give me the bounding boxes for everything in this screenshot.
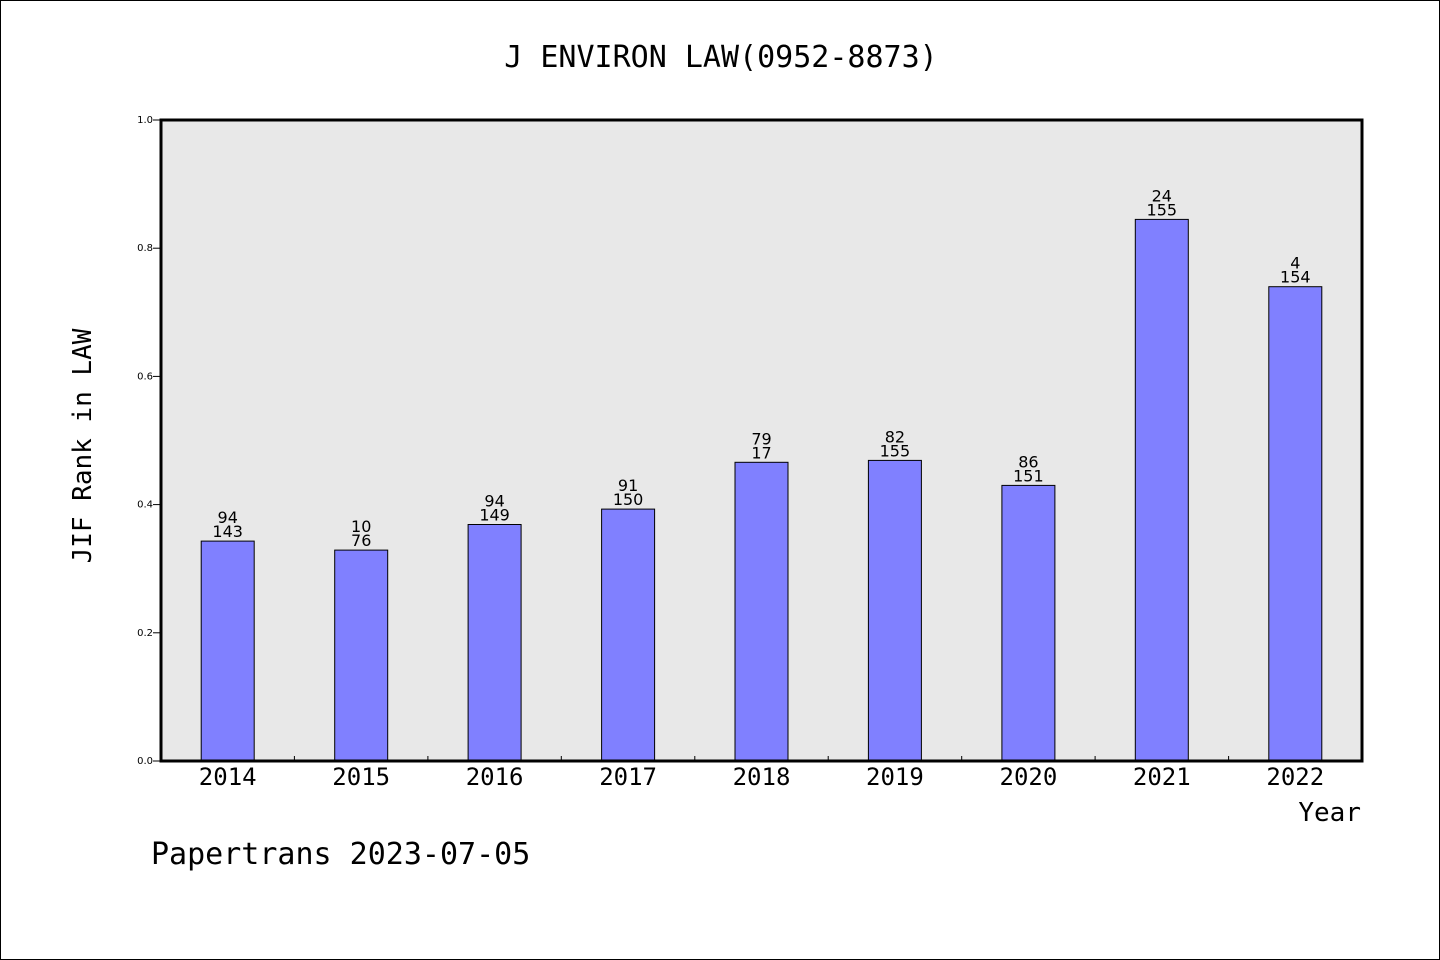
bar-2021	[1134, 218, 1189, 762]
bar-total-label-2022: 154	[1280, 268, 1311, 287]
bar-2018	[734, 461, 789, 762]
bar-2019	[867, 459, 922, 762]
bar-total-label-2016: 149	[479, 506, 510, 525]
bar-rank-label-2019: 82	[885, 427, 905, 446]
bar-2020	[1001, 484, 1056, 762]
bar-total-label-2014: 143	[212, 522, 243, 541]
x-tick-label-2022: 2022	[1266, 763, 1324, 791]
x-tick-label-2016: 2016	[466, 763, 524, 791]
bar-2015	[334, 549, 389, 762]
bar-rank-label-2014: 94	[218, 508, 238, 527]
y-tick-label: 0.0	[137, 756, 153, 767]
chart-title: J ENVIRON LAW(0952-8873)	[504, 40, 937, 75]
x-axis: 2014 2015 2016 2017 2018 2019 2020 2021 2022	[199, 756, 1324, 791]
bar-rank-label-2017: 91	[618, 476, 638, 495]
y-tick-label: 0.2	[137, 628, 153, 639]
bar-total-label-2015: 76	[351, 531, 371, 550]
bar-2016	[467, 524, 522, 762]
x-tick-label-2021: 2021	[1133, 763, 1191, 791]
bar-total-label-2019: 155	[880, 441, 911, 460]
x-tick-label-2020: 2020	[1000, 763, 1058, 791]
x-tick-label-2017: 2017	[599, 763, 657, 791]
bar-total-label-2018: 17	[751, 443, 771, 462]
bars-group	[200, 218, 1323, 762]
bar-2017	[601, 508, 656, 762]
y-tick-label: 0.6	[137, 371, 153, 382]
x-axis-label: Year	[1298, 798, 1361, 828]
y-tick-label: 0.8	[137, 243, 153, 254]
bar-total-label-2017: 150	[613, 490, 644, 509]
bar-rank-label-2016: 94	[484, 492, 504, 511]
plot-border	[159, 118, 1364, 763]
y-axis-label: JIF Rank in LAW	[68, 328, 98, 563]
bar-total-label-2020: 151	[1013, 466, 1044, 485]
bar-rank-label-2022: 4	[1290, 254, 1300, 273]
bar-2014	[200, 540, 255, 762]
bar-rank-label-2021: 24	[1152, 186, 1172, 205]
footer-watermark: Papertrans 2023-07-05	[151, 837, 530, 872]
bar-total-label-2021: 155	[1147, 200, 1178, 219]
bar-2022	[1268, 286, 1323, 762]
bar-rank-label-2018: 79	[751, 429, 771, 448]
y-tick-label: 0.4	[137, 500, 153, 511]
x-tick-label-2014: 2014	[199, 763, 257, 791]
x-tick-label-2019: 2019	[866, 763, 924, 791]
y-axis: 0.0 0.2 0.4 0.6 0.8 1.0	[137, 115, 161, 767]
y-tick-label: 1.0	[137, 115, 153, 126]
x-tick-label-2015: 2015	[332, 763, 390, 791]
bar-rank-label-2020: 86	[1018, 452, 1038, 471]
bar-rank-label-2015: 10	[351, 517, 371, 536]
x-tick-label-2018: 2018	[733, 763, 791, 791]
